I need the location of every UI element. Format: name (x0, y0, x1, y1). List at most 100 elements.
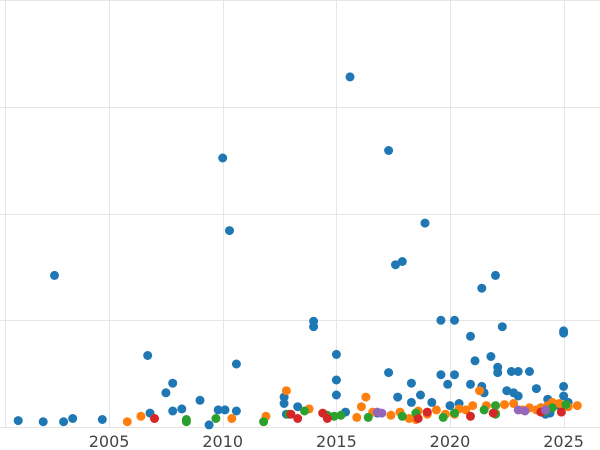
data-point (13, 416, 23, 426)
data-point (300, 406, 309, 416)
data-point (506, 367, 516, 376)
data-point (397, 257, 407, 266)
data-point (450, 408, 459, 418)
data-point (384, 368, 394, 378)
data-point (168, 378, 178, 388)
data-point (436, 315, 446, 325)
data-point (513, 367, 523, 376)
data-point (461, 405, 471, 415)
data-point (450, 315, 459, 325)
data-point (211, 414, 221, 423)
data-point (38, 417, 48, 427)
data-point (491, 401, 500, 411)
x-tick-label: 2015 (316, 432, 357, 450)
data-point (177, 404, 187, 414)
data-point (513, 405, 523, 415)
data-point (331, 375, 341, 385)
data-points (13, 72, 582, 430)
data-point (493, 368, 503, 378)
data-point (231, 359, 241, 369)
data-point (406, 378, 416, 388)
data-point (477, 283, 487, 293)
data-point (466, 331, 475, 341)
data-point (488, 408, 498, 418)
data-point (356, 402, 366, 412)
data-point (502, 386, 512, 396)
data-point (500, 400, 509, 410)
data-point (445, 401, 455, 411)
data-point (68, 414, 78, 423)
data-point (227, 414, 237, 423)
data-point (331, 390, 341, 400)
data-point (231, 406, 241, 416)
data-point (281, 386, 291, 396)
data-point (143, 351, 153, 360)
data-point (416, 390, 425, 400)
x-tick-label: 2020 (430, 432, 471, 450)
data-point (479, 405, 489, 415)
data-point (213, 405, 223, 415)
data-point (331, 349, 341, 359)
data-point (293, 402, 303, 412)
data-point (345, 72, 355, 82)
data-point (286, 409, 296, 419)
data-point (397, 411, 407, 421)
data-point (427, 397, 437, 407)
data-point (572, 401, 582, 411)
x-tick-label: 2005 (89, 432, 130, 450)
data-point (559, 391, 569, 401)
x-axis-tick-labels: 2005 2010 2015 2020 2025 (89, 432, 584, 450)
data-point (520, 406, 530, 416)
data-point (561, 400, 571, 410)
data-point (136, 411, 146, 421)
data-point (309, 322, 319, 332)
data-point (547, 403, 557, 413)
data-point (525, 367, 534, 376)
data-point (363, 412, 373, 422)
data-point (150, 414, 159, 423)
x-tick-label: 2025 (543, 432, 584, 450)
data-point (225, 226, 234, 236)
data-point (466, 411, 475, 421)
data-point (336, 410, 346, 420)
data-point (377, 408, 387, 418)
data-point (361, 392, 371, 402)
data-point (293, 414, 303, 423)
data-point (556, 407, 566, 417)
data-point (218, 153, 228, 163)
data-point (491, 270, 500, 280)
data-point (468, 401, 478, 411)
data-point (404, 414, 414, 423)
data-point (322, 414, 332, 423)
data-point (541, 405, 550, 415)
data-point (559, 328, 569, 338)
data-point (497, 322, 507, 332)
data-point (559, 381, 569, 391)
data-point (279, 399, 289, 408)
data-point (413, 414, 423, 423)
data-point (161, 388, 171, 398)
data-point (220, 405, 230, 415)
data-point (436, 370, 446, 380)
data-point (393, 392, 403, 402)
data-point (531, 384, 541, 394)
data-point (470, 356, 480, 366)
grid (0, 0, 600, 428)
data-point (50, 270, 59, 280)
data-point (509, 399, 519, 408)
data-point (352, 412, 362, 422)
data-point (59, 417, 69, 427)
data-point (443, 379, 453, 389)
data-point (438, 412, 448, 422)
data-point (195, 395, 205, 405)
data-point (204, 420, 214, 430)
x-tick-label: 2010 (202, 432, 243, 450)
data-point (386, 410, 396, 420)
data-point (420, 218, 430, 228)
data-point (259, 417, 269, 427)
data-point (406, 397, 416, 407)
data-point (122, 417, 132, 427)
data-point (466, 379, 475, 389)
data-point (391, 260, 400, 270)
